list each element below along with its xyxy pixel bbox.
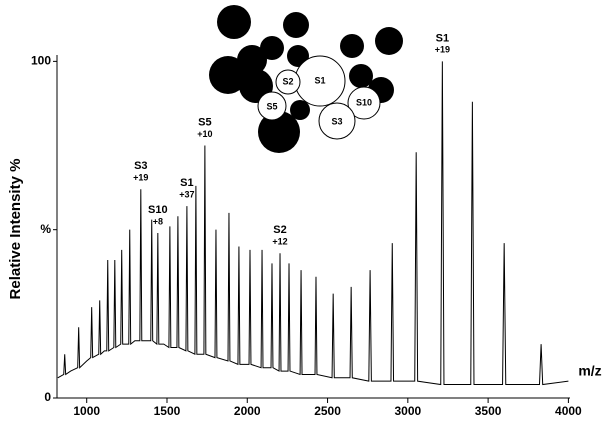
x-tick-label: 2500: [314, 404, 341, 418]
peak-label: S2: [273, 224, 286, 236]
black-subunits: [209, 5, 403, 153]
inset-label: S1: [314, 75, 325, 85]
x-tick-label: 2000: [234, 404, 261, 418]
inset-label: S2: [282, 76, 293, 86]
peak-charge: +8: [153, 216, 163, 226]
x-tick-label: 3500: [475, 404, 502, 418]
peak-label: S3: [134, 160, 147, 172]
peak-label: S10: [148, 204, 168, 216]
peak-label: S5: [198, 116, 211, 128]
peak-charge: +10: [197, 129, 212, 139]
peak-charge: +12: [272, 237, 287, 247]
x-tick-label: 4000: [555, 404, 582, 418]
inset-label: S5: [266, 101, 277, 111]
x-tick-label: 1500: [154, 404, 181, 418]
spectrum-line: [57, 61, 569, 386]
x-tick-label: 3000: [394, 404, 421, 418]
y-axis-label: Relative Intensity %: [7, 159, 24, 300]
y-tick-label: 100: [31, 54, 51, 68]
x-tick-label: 1000: [73, 404, 100, 418]
inset-label: S3: [331, 116, 342, 126]
x-axis-label: m/z: [578, 363, 601, 379]
inset-diagram: S1 S2 S5 S10 S3: [209, 5, 403, 153]
peak-charge: +19: [133, 173, 148, 183]
peak-label: S1: [436, 32, 449, 44]
y-tick-label: %: [40, 222, 51, 236]
peak-charge: +37: [179, 189, 194, 199]
white-subunits: [257, 55, 381, 140]
peak-charge: +19: [435, 45, 450, 55]
peak-label: S1: [180, 177, 193, 189]
y-tick-label: 0: [44, 390, 51, 404]
inset-label: S10: [356, 97, 372, 107]
